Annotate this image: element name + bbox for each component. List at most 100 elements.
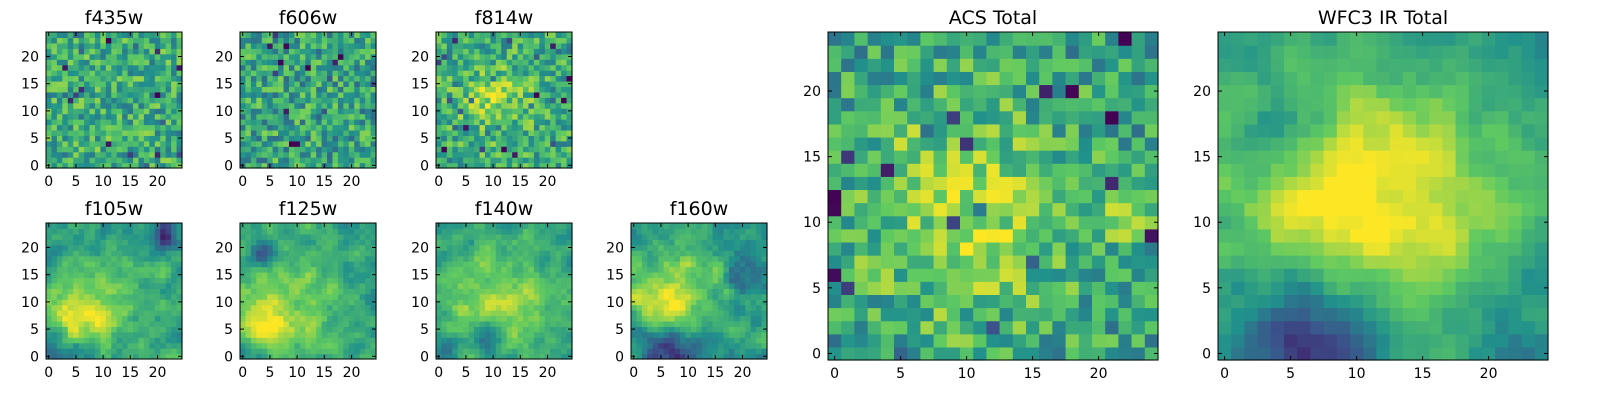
heatmap-cell (1105, 281, 1119, 295)
heatmap-cell (348, 102, 355, 109)
heatmap-cell (701, 348, 708, 355)
heatmap-cell (51, 53, 58, 60)
heatmap-cell (348, 75, 355, 82)
heatmap-cell (278, 288, 285, 295)
heatmap-cell (669, 320, 676, 327)
heatmap-cell (468, 64, 475, 71)
heatmap-cell (51, 266, 58, 273)
heatmap-cell (143, 223, 150, 230)
heatmap-cell (436, 293, 443, 300)
heatmap-cell (100, 293, 107, 300)
y-tick-label: 20 (411, 49, 429, 65)
y-tick-label: 0 (224, 158, 233, 174)
heatmap-cell (89, 304, 96, 311)
heatmap-cell (343, 233, 350, 240)
heatmap-cell (176, 129, 183, 136)
heatmap-cell (359, 37, 366, 44)
heatmap-cell (734, 233, 741, 240)
heatmap-cell (149, 299, 156, 306)
heatmap-cell (539, 70, 546, 77)
heatmap-cell (750, 228, 757, 235)
heatmap-cell (501, 326, 508, 333)
heatmap-cell (327, 102, 334, 109)
heatmap-cell (495, 48, 502, 55)
heatmap-cell (728, 255, 735, 262)
heatmap-cell (310, 266, 317, 273)
heatmap-cell (359, 304, 366, 311)
heatmap-cell (67, 223, 74, 230)
heatmap-cell (51, 80, 58, 87)
heatmap-cell (62, 233, 69, 240)
heatmap-cell (512, 239, 519, 246)
heatmap-cell (463, 48, 470, 55)
heatmap-cell (165, 266, 172, 273)
heatmap-cell (240, 342, 247, 349)
heatmap-cell (149, 255, 156, 262)
heatmap-cell (272, 266, 279, 273)
heatmap-cell (89, 42, 96, 49)
heatmap-cell (365, 86, 372, 93)
heatmap-cell (669, 277, 676, 284)
heatmap-cell (288, 124, 295, 131)
heatmap-cell (728, 326, 735, 333)
heatmap-cell (348, 320, 355, 327)
heatmap-cell (337, 233, 344, 240)
heatmap-cell (506, 151, 513, 158)
heatmap-cell (479, 140, 486, 147)
heatmap-cell (484, 261, 491, 268)
heatmap-cells (436, 32, 573, 169)
heatmap-cell (501, 239, 508, 246)
heatmap-cell (728, 228, 735, 235)
heatmap-cell (1078, 228, 1093, 243)
heatmap-cell (566, 277, 573, 284)
heatmap-cell (294, 250, 301, 257)
heatmap-cell (250, 348, 257, 355)
heatmap-cell (523, 282, 530, 289)
heatmap-cell (310, 337, 317, 344)
heatmap-cell (728, 342, 735, 349)
heatmap-cell (452, 244, 459, 251)
heatmap-cell (165, 331, 172, 338)
heatmap-cell (127, 124, 134, 131)
heatmap-cell (707, 353, 714, 360)
heatmap-cell (46, 228, 53, 235)
heatmap-cell (457, 315, 464, 322)
heatmap-cell (561, 86, 568, 93)
heatmap-cell (484, 91, 491, 98)
heatmap-cell (84, 86, 91, 93)
heatmap-cell (539, 80, 546, 87)
heatmap-cell (745, 310, 752, 317)
heatmap-cell (288, 37, 295, 44)
heatmap-cell (523, 239, 530, 246)
heatmap-cell (94, 353, 101, 360)
heatmap-cell (116, 233, 123, 240)
heatmap-cell (490, 48, 497, 55)
heatmap-cell (484, 59, 491, 66)
heatmap-cell (561, 239, 568, 246)
heatmap-cell (138, 42, 145, 49)
heatmap-cell (250, 75, 257, 82)
heatmap-cell (946, 215, 961, 230)
heatmap-cell (305, 64, 312, 71)
heatmap-cell (631, 228, 638, 235)
heatmap-cell (446, 59, 453, 66)
heatmap-cell (533, 228, 540, 235)
heatmap-cell (723, 331, 730, 338)
heatmap-cell (267, 119, 274, 126)
heatmap-cell (370, 282, 377, 289)
heatmap-cell (299, 293, 306, 300)
heatmap-cell (122, 293, 129, 300)
heatmap-cell (337, 70, 344, 77)
heatmap-cell (267, 91, 274, 98)
heatmap-cell (138, 135, 145, 142)
heatmap-cell (986, 294, 1001, 309)
heatmap-cell (272, 228, 279, 235)
heatmap-cell (701, 223, 708, 230)
heatmap-cell (154, 64, 161, 71)
heatmap-cell (517, 48, 524, 55)
heatmap-cell (441, 293, 448, 300)
heatmap-cell (327, 108, 334, 115)
heatmap-cell (56, 108, 63, 115)
heatmap-cell (365, 320, 372, 327)
heatmap-cell (56, 288, 63, 295)
